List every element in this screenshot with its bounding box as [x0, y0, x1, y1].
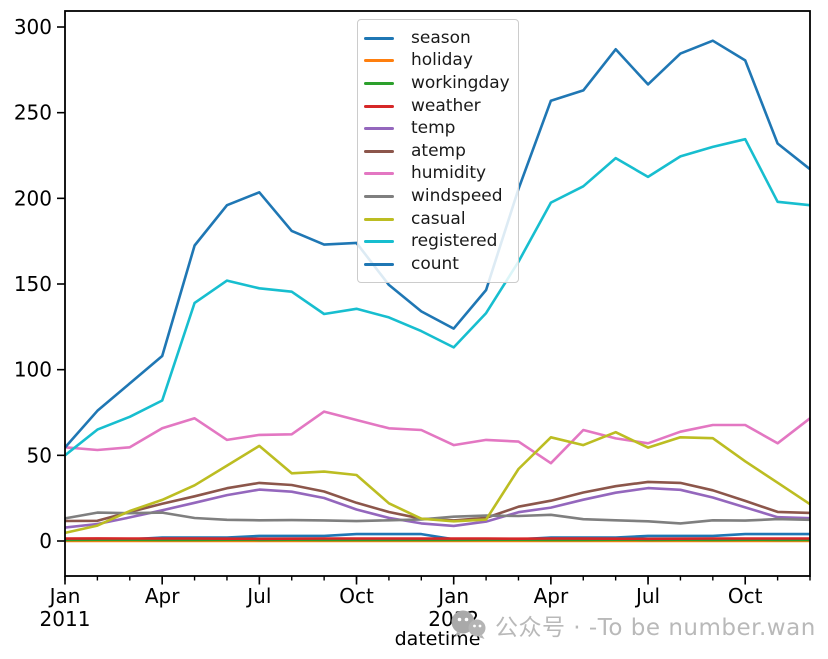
- y-tick-label: 300: [14, 15, 52, 39]
- legend-swatch: [364, 240, 394, 244]
- legend-swatch: [364, 81, 394, 85]
- legend-label: atemp: [411, 140, 466, 161]
- y-tick-label: 250: [14, 101, 52, 125]
- legend-item-count: count: [364, 253, 518, 276]
- legend-swatch: [364, 104, 394, 108]
- legend-item-holiday: holiday: [364, 50, 518, 73]
- legend-swatch: [364, 149, 394, 153]
- legend-label: season: [411, 27, 471, 48]
- series-line-casual: [64, 430, 811, 535]
- legend-item-workingday: workingday: [364, 72, 518, 95]
- x-year-label: 2011: [40, 607, 91, 631]
- legend-label: casual: [411, 208, 466, 229]
- x-tick-label: Oct: [339, 584, 374, 608]
- legend-item-registered: registered: [364, 230, 518, 253]
- y-tick-label: 150: [14, 272, 52, 296]
- legend-label: windspeed: [411, 185, 503, 206]
- legend-label: holiday: [411, 50, 473, 71]
- legend-label: count: [411, 253, 459, 274]
- x-tick-label: Jan: [48, 584, 81, 608]
- legend-item-casual: casual: [364, 208, 518, 231]
- series-line-temp: [64, 486, 811, 529]
- wechat-icon: [451, 610, 486, 639]
- series-line-registered: [64, 137, 811, 457]
- legend-label: temp: [411, 118, 456, 139]
- legend-item-season: season: [364, 27, 518, 50]
- series-line-humidity: [64, 410, 811, 465]
- y-tick-label: 100: [14, 358, 52, 382]
- watermark-text: 公众号 · -To be number.wan: [495, 615, 816, 641]
- legend-swatch: [364, 127, 394, 131]
- axes-spines: [64, 10, 811, 577]
- legend-swatch: [364, 36, 394, 40]
- x-tick-label: Oct: [728, 584, 763, 608]
- x-tick-label: Jul: [245, 584, 271, 608]
- legend-swatch: [364, 172, 394, 176]
- legend-label: registered: [411, 231, 498, 252]
- legend-item-humidity: humidity: [364, 163, 518, 186]
- x-tick-label: Jul: [634, 584, 660, 608]
- legend-label: humidity: [411, 163, 487, 184]
- y-tick-label: 50: [27, 443, 52, 467]
- watermark: 公众号 · -To be number.wan: [449, 608, 816, 642]
- legend-item-atemp: atemp: [364, 140, 518, 163]
- legend-item-temp: temp: [364, 117, 518, 140]
- x-tick-label: Apr: [145, 584, 180, 608]
- legend: season holiday workingday weather temp atemp h…: [357, 19, 519, 283]
- x-tick-label: Apr: [534, 584, 569, 608]
- x-tick-label: Jan: [436, 584, 469, 608]
- legend-swatch: [364, 194, 394, 198]
- legend-label: weather: [411, 95, 481, 116]
- series-line-count: [64, 39, 811, 449]
- y-tick-label: 200: [14, 186, 52, 210]
- legend-item-windspeed: windspeed: [364, 185, 518, 208]
- legend-swatch: [364, 59, 394, 63]
- y-tick-label: 0: [39, 529, 52, 553]
- legend-swatch: [364, 262, 394, 266]
- legend-swatch: [364, 217, 394, 221]
- legend-item-weather: weather: [364, 95, 518, 118]
- legend-label: workingday: [411, 72, 510, 93]
- series-line-windspeed: [64, 511, 811, 525]
